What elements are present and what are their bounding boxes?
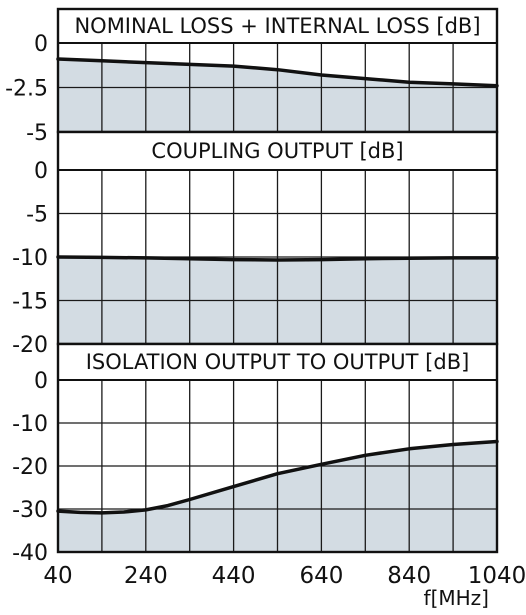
y-tick-label: 0 [34,32,48,57]
panel-3: ISOLATION OUTPUT TO OUTPUT [dB] 0 -10 -20 -3… [12,342,499,566]
y-tick-label: -30 [12,498,48,523]
title-strip [58,9,497,43]
panel-2: COUPLING OUTPUT [dB] 0 -5 -10 -15 -20 [12,130,499,358]
y-tick-label: -10 [12,246,48,271]
x-axis-unit-label: f[MHz] [424,586,489,610]
series-line [56,439,499,515]
x-tick-label: 440 [212,563,256,589]
x-tick-label: 1040 [468,563,526,589]
panel-title: NOMINAL LOSS + INTERNAL LOSS [dB] [74,14,480,38]
y-tick-label: -5 [26,121,48,146]
x-tick-label: 240 [124,563,168,589]
y-tick-label: 0 [34,159,48,184]
x-tick-label: 840 [387,563,431,589]
y-tick-label: -40 [12,541,48,566]
y-tick-label: -10 [12,412,48,437]
title-strip [58,132,497,170]
panel-title: ISOLATION OUTPUT TO OUTPUT [dB] [86,350,470,374]
series-line [56,255,499,262]
x-tick-label: 40 [43,563,72,589]
x-tick-label: 640 [299,563,343,589]
y-tick-label: -5 [26,203,48,228]
panel-frame [56,342,499,554]
panels-layer: NOMINAL LOSS + INTERNAL LOSS [dB] 0 -2.5 -5… [5,7,499,566]
y-tick-label: -15 [12,290,48,315]
y-tick-label: -2.5 [5,77,48,102]
y-tick-label: -20 [12,333,48,358]
y-tick-label: 0 [34,369,48,394]
series-line [56,57,499,88]
panel-1: NOMINAL LOSS + INTERNAL LOSS [dB] 0 -2.5 -5 [5,7,499,146]
title-strip [58,344,497,380]
y-tick-label: -20 [12,455,48,480]
panel-title: COUPLING OUTPUT [dB] [151,139,403,163]
